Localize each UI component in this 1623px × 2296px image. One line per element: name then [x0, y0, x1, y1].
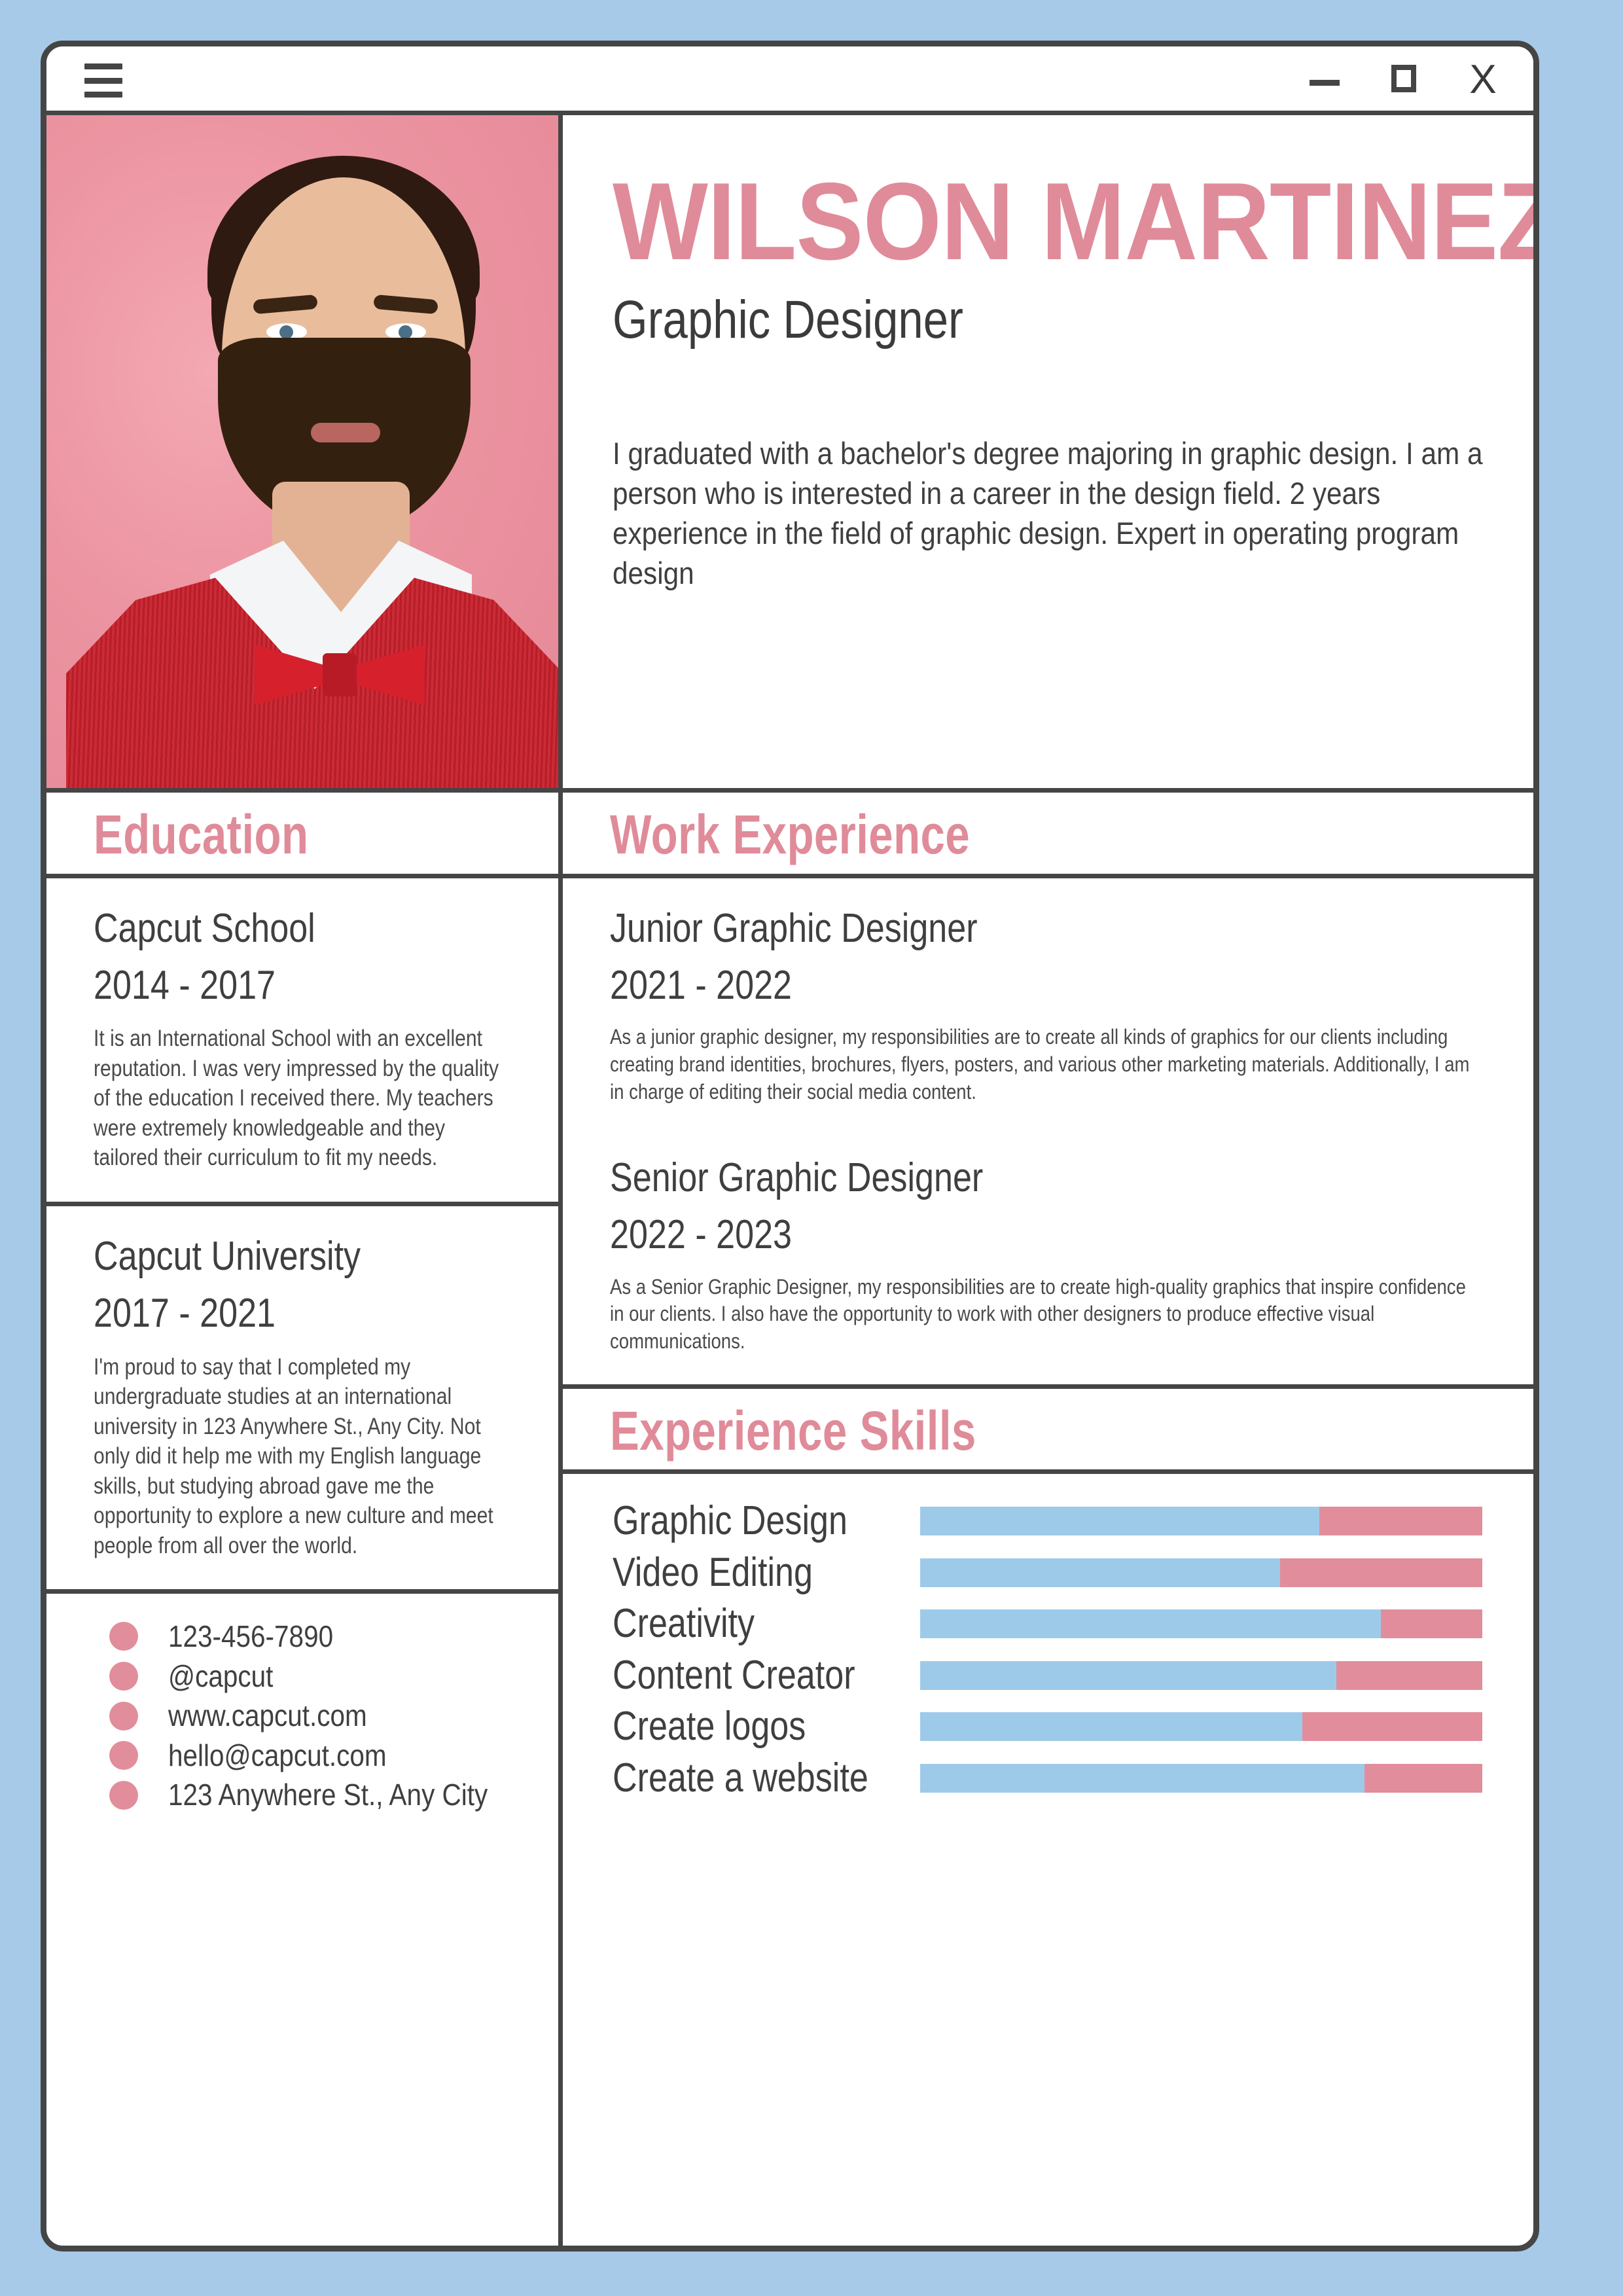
job-years: 2021 - 2022 [610, 962, 793, 1008]
list-item[interactable]: @capcut [109, 1660, 558, 1693]
window-titlebar: X [46, 46, 1533, 115]
contact-phone: 123-456-7890 [168, 1619, 334, 1654]
skill-bar-track [920, 1660, 1482, 1690]
hamburger-bar [84, 63, 122, 69]
skill-row: Create logos [613, 1704, 1482, 1749]
work-experience-group: Junior Graphic Designer 2021 - 2022 As a… [563, 878, 1533, 1389]
skill-bar-track [920, 1558, 1482, 1587]
contact-email: hello@capcut.com [168, 1738, 387, 1772]
education-description: It is an International School with an ex… [94, 1026, 499, 1171]
skill-bar-fill [920, 1558, 1280, 1587]
skill-row: Content Creator [613, 1652, 1482, 1698]
list-item[interactable]: 123 Anywhere St., Any City [109, 1778, 558, 1812]
skill-label: Graphic Design [613, 1498, 847, 1544]
skills-chart: Graphic Design Video Editing Creativity [563, 1474, 1533, 1829]
job-role: Graphic Designer [613, 290, 963, 350]
left-column: Education Capcut School 2014 - 2017 It i… [46, 115, 563, 2246]
skill-label: Create a website [613, 1755, 868, 1801]
skill-bar-fill [920, 1660, 1336, 1690]
education-years: 2017 - 2021 [94, 1290, 276, 1336]
skills-section-header: Experience Skills [563, 1388, 1533, 1475]
skill-bar-track [920, 1763, 1482, 1793]
work-experience-item: Senior Graphic Designer 2022 - 2023 As a… [610, 1155, 1486, 1355]
phone-icon [109, 1622, 138, 1651]
close-button[interactable]: X [1469, 57, 1497, 102]
right-column: WILSON MARTINEZ Graphic Designer I gradu… [563, 115, 1533, 2246]
skill-label: Creativity [613, 1601, 755, 1647]
education-item: Capcut University 2017 - 2021 I'm proud … [46, 1206, 558, 1594]
education-item: Capcut School 2014 - 2017 It is an Inter… [46, 878, 558, 1206]
skill-row: Graphic Design [613, 1498, 1482, 1544]
list-item[interactable]: www.capcut.com [109, 1699, 558, 1732]
bowtie-shape [255, 639, 425, 711]
skill-bar-fill [920, 1712, 1303, 1742]
window-controls: X [1307, 60, 1502, 100]
location-icon [109, 1780, 138, 1810]
work-experience-heading: Work Experience [610, 804, 971, 865]
list-item[interactable]: 123-456-7890 [109, 1620, 558, 1653]
social-handle-icon [109, 1661, 138, 1691]
contact-website: www.capcut.com [168, 1698, 367, 1733]
hamburger-bar [84, 77, 122, 84]
job-title: Senior Graphic Designer [610, 1155, 984, 1201]
hamburger-menu-icon[interactable] [84, 63, 122, 98]
job-years: 2022 - 2023 [610, 1212, 793, 1258]
work-experience-item: Junior Graphic Designer 2021 - 2022 As a… [610, 905, 1486, 1105]
skill-label: Content Creator [613, 1652, 855, 1698]
job-description: As a Senior Graphic Designer, my respons… [610, 1274, 1466, 1353]
skill-bar-track [920, 1507, 1482, 1536]
education-school-name: Capcut University [94, 1233, 361, 1279]
resume-sheet: Education Capcut School 2014 - 2017 It i… [46, 115, 1533, 2246]
contact-handle: @capcut [168, 1659, 274, 1693]
skill-bar-track [920, 1712, 1482, 1742]
skill-bar-track [920, 1609, 1482, 1639]
job-description: As a junior graphic designer, my respons… [610, 1025, 1470, 1103]
minimize-button[interactable] [1307, 60, 1345, 100]
website-icon [109, 1701, 138, 1731]
skill-bar-fill [920, 1507, 1319, 1536]
maximize-button[interactable] [1385, 60, 1423, 100]
education-school-name: Capcut School [94, 905, 315, 951]
education-years: 2014 - 2017 [94, 962, 276, 1008]
portrait-photo [46, 115, 558, 793]
bowtie-right-wing [351, 644, 425, 706]
hamburger-bar [84, 92, 122, 98]
skill-bar-fill [920, 1609, 1382, 1639]
resume-window: X [41, 41, 1539, 2251]
email-icon [109, 1741, 138, 1770]
list-item[interactable]: hello@capcut.com [109, 1739, 558, 1772]
skill-label: Create logos [613, 1704, 806, 1749]
contact-list: 123-456-7890 @capcut www.capcut.com hell… [46, 1594, 558, 1844]
eye-right-shape [385, 323, 426, 340]
eye-left-shape [266, 323, 307, 340]
education-description: I'm proud to say that I completed my und… [94, 1354, 493, 1558]
page-title: WILSON MARTINEZ [613, 160, 1539, 283]
bowtie-knot [323, 653, 357, 696]
skill-row: Video Editing [613, 1549, 1482, 1595]
work-experience-section-header: Work Experience [563, 793, 1533, 878]
contact-address: 123 Anywhere St., Any City [168, 1778, 488, 1812]
profile-summary: I graduated with a bachelor's degree maj… [613, 436, 1483, 591]
resume-header: WILSON MARTINEZ Graphic Designer I gradu… [563, 115, 1533, 793]
skill-row: Creativity [613, 1601, 1482, 1647]
education-heading: Education [94, 804, 309, 865]
education-section-header: Education [46, 793, 558, 878]
skill-label: Video Editing [613, 1549, 813, 1595]
job-title: Junior Graphic Designer [610, 905, 978, 951]
skill-bar-fill [920, 1763, 1364, 1793]
bowtie-left-wing [255, 644, 328, 706]
skill-row: Create a website [613, 1757, 1482, 1799]
mouth-shape [311, 423, 380, 442]
skills-heading: Experience Skills [610, 1399, 976, 1462]
